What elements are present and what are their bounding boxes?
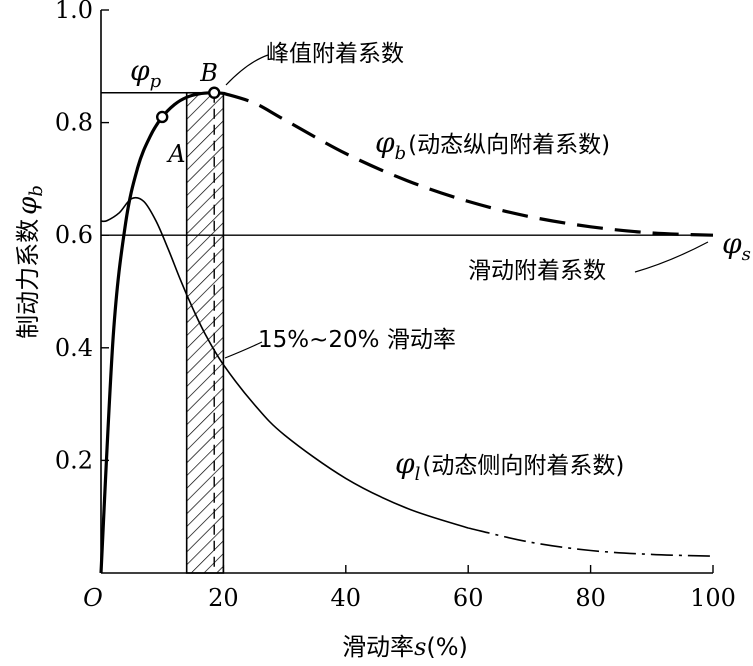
marker-layer: AB — [155, 59, 221, 168]
peak-coefficient-label: 峰值附着系数 — [266, 41, 404, 67]
sliding-coefficient-label: 滑动附着系数 — [468, 258, 606, 284]
phi-b-legend-label: φb(动态纵向附着系数) — [375, 126, 610, 164]
slip-range-leader-line — [224, 341, 263, 359]
y-tick-label: 1.0 — [55, 0, 93, 24]
y-tick-label: 0.8 — [55, 109, 93, 137]
sliding-leader-line — [634, 241, 709, 273]
x-tick-label: 60 — [453, 584, 484, 612]
x-axis-title: 滑动率s(%) — [342, 633, 468, 661]
phi-s-label: φs — [722, 227, 751, 265]
marker-point-b — [208, 86, 221, 99]
series-phi-l-solid — [100, 196, 469, 529]
x-tick-label: 40 — [331, 584, 362, 612]
phi-l-legend-label: φl(动态侧向附着系数) — [395, 447, 624, 485]
y-axis-title: 制动力系数φb — [13, 185, 47, 339]
marker-label-a: A — [166, 140, 185, 168]
slip-range-label: 15%~20% 滑动率 — [258, 327, 456, 353]
series-phi-b-dashed — [222, 91, 714, 237]
axis-ticks: O 20 40 60 80 100 0.2 0.4 0.6 0.8 1.0 — [55, 0, 736, 612]
x-tick-label: O — [83, 584, 103, 612]
series-phi-b-solid — [99, 91, 224, 574]
marker-label-b: B — [199, 59, 218, 87]
peak-leader-line — [225, 54, 269, 86]
phi-p-label: φp — [130, 54, 162, 92]
marker-point-a — [155, 110, 169, 124]
y-tick-label: 0.2 — [55, 446, 93, 474]
x-tick-label: 80 — [575, 584, 606, 612]
x-tick-label: 20 — [208, 584, 239, 612]
y-tick-label: 0.4 — [55, 334, 93, 362]
x-tick-label: 100 — [690, 584, 736, 612]
series-layer — [99, 91, 714, 574]
y-tick-label: 0.6 — [55, 221, 93, 249]
series-phi-l-dashdot — [468, 527, 714, 557]
